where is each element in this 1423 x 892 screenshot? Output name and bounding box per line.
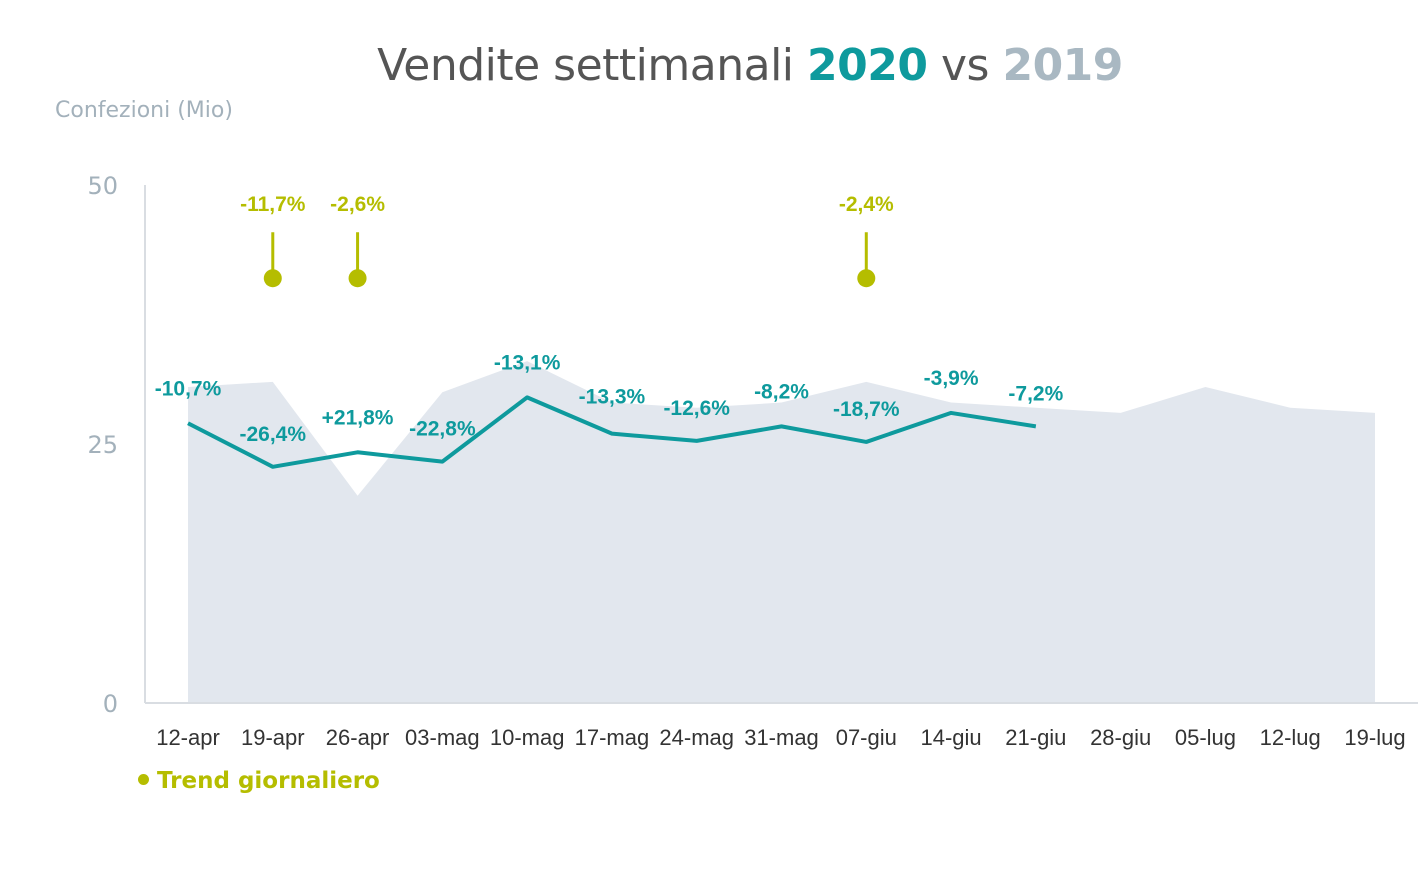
daily-trend-dot [857, 269, 876, 288]
line-2020 [187, 395, 1037, 469]
x-tick-label: 24-mag [659, 725, 734, 750]
x-tick-label: 07-giu [836, 725, 897, 750]
yoy-data-label: -12,6% [663, 397, 730, 420]
x-tick-label: 12-lug [1260, 725, 1321, 750]
yoy-labels: -10,7% -26,4% +21,8% -22,8% -13,1% -13,3% -12,… [155, 351, 1064, 445]
y-tick-label: 0 [103, 690, 118, 718]
x-tick-label: 19-lug [1344, 725, 1405, 750]
daily-trend-label: -11,7% [240, 193, 306, 216]
y-tick-label: 25 [87, 431, 118, 459]
yoy-data-label: -26,4% [240, 423, 307, 446]
yoy-data-label: -22,8% [409, 418, 476, 441]
yoy-data-label: -10,7% [155, 377, 222, 400]
legend-dot-icon [138, 774, 149, 785]
daily-trend-dot [263, 269, 282, 288]
y-axis-label: Confezioni (Mio) [55, 98, 233, 123]
legend-daily-trend: Trend giornaliero [157, 768, 380, 794]
x-tick-label: 10-mag [490, 725, 565, 750]
area-2019 [188, 361, 1375, 703]
legend: Trend giornaliero [138, 768, 380, 794]
daily-trend-dot [348, 269, 367, 288]
title-year-current: 2020 [807, 40, 928, 91]
y-ticks: 0 25 50 [87, 172, 118, 718]
daily-trend-marker: -11,7% [240, 193, 306, 288]
daily-trend-marker: -2,4% [839, 193, 894, 288]
title-year-previous: 2019 [1002, 40, 1123, 91]
x-tick-label: 19-apr [241, 725, 305, 750]
title-prefix: Vendite settimanali [377, 40, 794, 91]
yoy-data-label: -13,1% [494, 351, 561, 374]
daily-trend-label: -2,6% [330, 193, 385, 216]
x-tick-label: 17-mag [575, 725, 650, 750]
x-tick-label: 03-mag [405, 725, 480, 750]
yoy-data-label: -3,9% [924, 367, 979, 390]
x-tick-label: 12-apr [156, 725, 220, 750]
x-tick-label: 28-giu [1090, 725, 1151, 750]
x-tick-label: 05-lug [1175, 725, 1236, 750]
x-tick-label: 31-mag [744, 725, 819, 750]
x-tick-label: 14-giu [920, 725, 981, 750]
line-series-2020 [187, 395, 1037, 469]
yoy-data-label: +21,8% [322, 406, 394, 429]
chart-title: Vendite settimanali 2020 vs 2019 [0, 40, 1423, 91]
area-series-2019 [188, 361, 1375, 703]
daily-trend-label: -2,4% [839, 193, 894, 216]
y-tick-label: 50 [87, 172, 118, 200]
yoy-data-label: -18,7% [833, 398, 900, 421]
x-tick-label: 21-giu [1005, 725, 1066, 750]
daily-trend-marker: -2,6% [330, 193, 385, 288]
x-ticks: 12-apr 19-apr 26-apr 03-mag 10-mag 17-mag 24-m… [156, 725, 1405, 750]
x-tick-label: 26-apr [326, 725, 390, 750]
yoy-data-label: -8,2% [754, 380, 809, 403]
daily-trend-markers: -11,7% -2,6% -2,4% [240, 193, 894, 288]
yoy-data-label: -13,3% [579, 386, 646, 409]
title-vs: vs [940, 40, 989, 91]
yoy-data-label: -7,2% [1008, 382, 1063, 405]
